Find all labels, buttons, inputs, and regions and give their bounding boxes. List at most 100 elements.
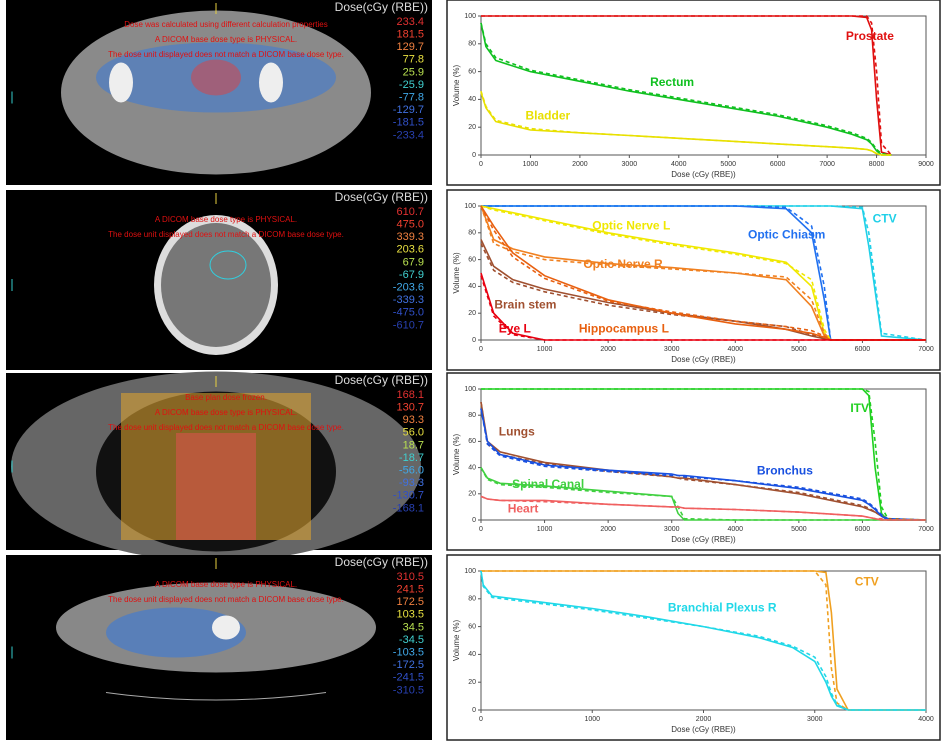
couch [105, 692, 327, 701]
dose-level-label: -129.7 [393, 104, 424, 116]
dose-core [191, 59, 241, 96]
y-tick-label: 40 [468, 464, 476, 471]
series-label: Hippocampus L [579, 321, 669, 335]
brain [161, 223, 271, 347]
y-tick-label: 60 [468, 68, 476, 75]
x-tick-label: 0 [479, 161, 483, 168]
y-tick-label: 60 [468, 623, 476, 630]
chart-frame [446, 189, 941, 371]
x-tick-label: 2000 [572, 161, 588, 168]
chart-frame [446, 0, 941, 186]
x-axis-label: Dose (cGy (RBE)) [671, 355, 736, 364]
ct-panel: Dose(cGy (RBE))610.7475.0339.3203.667.9-… [6, 190, 432, 370]
x-tick-label: 3000 [664, 526, 680, 533]
overlay-message: Dose was calculated using different calc… [124, 20, 328, 29]
dose-wash [106, 607, 246, 658]
y-tick-label: 0 [472, 337, 476, 344]
dose-level-label: -181.5 [393, 117, 424, 129]
dvh-line [481, 570, 926, 711]
series-label: Branchial Plexus R [668, 601, 777, 615]
dose-level-label: 203.6 [396, 244, 424, 256]
dose-level-label: 241.5 [396, 584, 424, 596]
x-tick-label: 1000 [523, 161, 539, 168]
dvh-line-dashed [480, 467, 926, 521]
x-tick-label: 2000 [600, 346, 616, 353]
dvh-line-dashed [480, 205, 926, 341]
x-tick-label: 1000 [584, 716, 600, 723]
y-tick-label: 0 [472, 517, 476, 524]
dose-level-label: 475.0 [396, 219, 424, 231]
dose-level-label: -25.9 [399, 79, 424, 91]
dose-level-label: 168.1 [396, 389, 424, 401]
y-tick-label: 0 [472, 152, 476, 159]
overlay-message: A DICOM base dose type is PHYSICAL. [155, 35, 297, 44]
y-axis-label: Volume (%) [452, 252, 461, 294]
x-axis-label: Dose (cGy (RBE)) [671, 170, 736, 179]
y-tick-label: 40 [468, 651, 476, 658]
dvh-line [481, 15, 892, 156]
dose-level-label: 93.3 [403, 414, 424, 426]
spine [212, 615, 240, 640]
y-tick-label: 60 [468, 256, 476, 263]
dose-level-label: 77.8 [403, 54, 424, 66]
dose-level-label: -339.3 [393, 294, 424, 306]
series-label: Optic Nerve L [592, 218, 670, 232]
dose-level-label: 181.5 [396, 29, 424, 41]
y-axis-label: Volume (%) [452, 433, 461, 475]
dose-level-label: -93.3 [399, 477, 424, 489]
series-label: Bladder [526, 108, 571, 122]
y-tick-label: 80 [468, 596, 476, 603]
dose-level-label: -77.8 [399, 92, 424, 104]
overlay-message: The dose unit displayed does not match a… [108, 230, 344, 239]
overlay-message: The dose unit displayed does not match a… [108, 50, 344, 59]
overlay-message: The dose unit displayed does not match a… [108, 595, 344, 604]
bone [259, 62, 283, 103]
dose-level-label: 233.4 [396, 16, 424, 28]
dvh-line [480, 92, 892, 156]
series-label: Prostate [846, 29, 894, 43]
x-tick-label: 5000 [720, 161, 736, 168]
dose-level-label: -130.7 [393, 490, 424, 502]
dose-level-label: -172.5 [393, 659, 424, 671]
series-label: Bronchus [757, 464, 813, 478]
dose-level-label: 172.5 [396, 596, 424, 608]
y-axis-label: Volume (%) [452, 619, 461, 661]
series-label: Lungs [499, 424, 535, 438]
dose-header: Dose(cGy (RBE)) [335, 190, 428, 204]
bone [109, 62, 133, 103]
y-tick-label: 20 [468, 679, 476, 686]
x-tick-label: 1000 [537, 346, 553, 353]
y-tick-label: 20 [468, 310, 476, 317]
overlay-message: A DICOM base dose type is PHYSICAL. [155, 580, 297, 589]
y-tick-label: 60 [468, 438, 476, 445]
dvh-line [480, 272, 926, 341]
x-tick-label: 0 [479, 346, 483, 353]
dose-level-label: -67.9 [399, 269, 424, 281]
dose-header: Dose(cGy (RBE)) [335, 0, 428, 14]
series-label: Optic Nerve R [583, 257, 663, 271]
y-tick-label: 100 [464, 386, 476, 393]
dose-level-label: -56.0 [399, 465, 424, 477]
ct-panel: Dose(cGy (RBE))310.5241.5172.5103.534.5-… [6, 555, 432, 740]
x-tick-label: 3000 [807, 716, 823, 723]
x-tick-label: 3000 [664, 346, 680, 353]
x-tick-label: 9000 [918, 161, 934, 168]
dose-level-label: -203.6 [393, 282, 424, 294]
x-tick-label: 2000 [600, 526, 616, 533]
x-tick-label: 6000 [855, 346, 871, 353]
dose-level-label: 34.5 [403, 621, 424, 633]
dvh-line [481, 388, 926, 521]
x-tick-label: 7000 [819, 161, 835, 168]
dvh-line [480, 570, 926, 711]
target [209, 250, 247, 280]
x-tick-label: 2000 [696, 716, 712, 723]
dose-level-label: 129.7 [396, 41, 424, 53]
dose-level-label: 25.9 [403, 66, 424, 78]
dvh-line-dashed [481, 388, 927, 521]
x-tick-label: 4000 [918, 716, 934, 723]
dose-level-label: -233.4 [393, 129, 424, 141]
overlay-message: A DICOM base dose type is PHYSICAL. [155, 408, 297, 417]
x-tick-label: 0 [479, 526, 483, 533]
